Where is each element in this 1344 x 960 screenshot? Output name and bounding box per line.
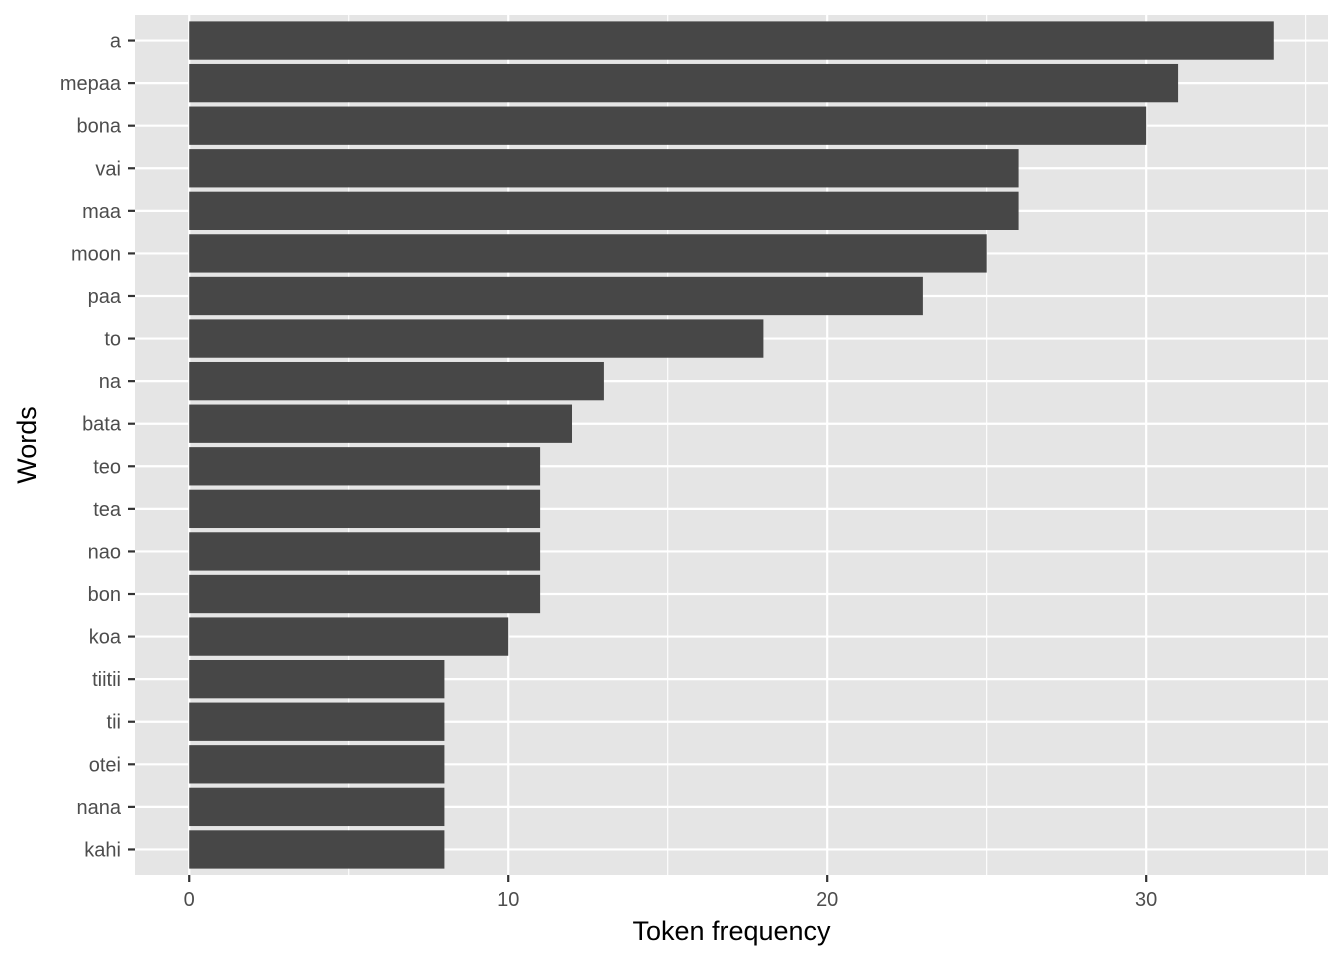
bar-tiitii bbox=[189, 660, 445, 699]
x-tick-label: 10 bbox=[497, 889, 519, 911]
bars bbox=[189, 21, 1274, 869]
bar-vai bbox=[189, 149, 1019, 188]
bar-teo bbox=[189, 447, 541, 486]
y-tick-label: to bbox=[104, 329, 121, 351]
bar-moon bbox=[189, 234, 987, 273]
y-tick-label: nao bbox=[88, 541, 121, 563]
y-tick-label: bata bbox=[82, 414, 122, 436]
y-tick-label: bon bbox=[88, 584, 121, 606]
bar-bona bbox=[189, 106, 1147, 145]
bar-tea bbox=[189, 489, 541, 529]
bar-a bbox=[189, 21, 1274, 60]
y-tick-label: paa bbox=[88, 286, 122, 308]
bar-nana bbox=[189, 787, 445, 827]
bar-koa bbox=[189, 617, 509, 656]
y-axis: a mepaa bona vai maa moon paa to na bata teo tea nao… bbox=[60, 31, 135, 861]
y-tick-label: tea bbox=[93, 499, 122, 521]
y-tick-label: tiitii bbox=[92, 669, 121, 691]
y-tick-label: na bbox=[99, 371, 122, 393]
y-tick-label: tii bbox=[107, 712, 121, 734]
bar-kahi bbox=[189, 830, 445, 869]
y-tick-label: kahi bbox=[84, 839, 121, 861]
y-tick-label: nana bbox=[77, 797, 122, 819]
y-tick-label: a bbox=[110, 31, 122, 53]
x-tick-label: 0 bbox=[184, 889, 195, 911]
x-axis-title: Token frequency bbox=[632, 916, 831, 946]
bar-bon bbox=[189, 574, 541, 614]
y-tick-label: mepaa bbox=[60, 73, 122, 95]
y-tick-label: otei bbox=[89, 754, 121, 776]
x-tick-label: 30 bbox=[1135, 889, 1157, 911]
y-tick-label: teo bbox=[93, 456, 121, 478]
x-axis: 0 10 20 30 bbox=[184, 875, 1157, 911]
bar-bata bbox=[189, 404, 573, 443]
bar-tii bbox=[189, 702, 445, 741]
y-tick-label: koa bbox=[89, 627, 122, 649]
bar-mepaa bbox=[189, 63, 1179, 103]
bar-na bbox=[189, 361, 604, 401]
y-tick-label: vai bbox=[95, 158, 121, 180]
bar-otei bbox=[189, 745, 445, 784]
bar-nao bbox=[189, 532, 541, 571]
y-tick-label: maa bbox=[82, 201, 122, 223]
bar-paa bbox=[189, 276, 923, 316]
bar-maa bbox=[189, 191, 1019, 230]
y-axis-title: Words bbox=[12, 406, 42, 484]
y-tick-label: moon bbox=[71, 243, 121, 265]
bar-to bbox=[189, 319, 764, 358]
x-tick-label: 20 bbox=[816, 889, 838, 911]
y-tick-label: bona bbox=[77, 116, 122, 138]
